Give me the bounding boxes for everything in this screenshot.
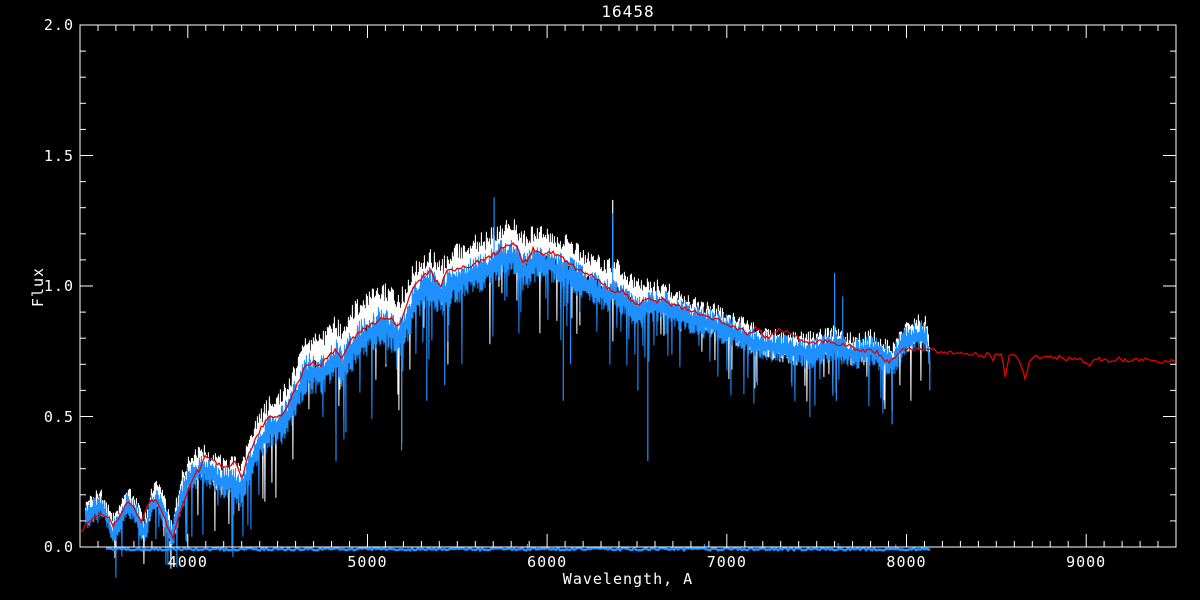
x-tick-label: 4000	[167, 553, 208, 571]
y-tick-label: 2.0	[43, 16, 74, 34]
x-tick-label: 5000	[347, 553, 388, 571]
axes-box	[79, 24, 1177, 548]
x-tick-label: 8000	[886, 553, 927, 571]
x-tick-label: 9000	[1066, 553, 1107, 571]
y-tick-label: 0.0	[43, 538, 74, 556]
chart-title: 16458	[601, 2, 655, 21]
x-tick-label: 7000	[706, 553, 747, 571]
series-observed-spectrum-blue	[84, 197, 931, 578]
y-tick-label: 1.0	[43, 277, 74, 295]
y-tick-label: 0.5	[43, 407, 74, 426]
x-axis-label: Wavelength, A	[562, 570, 694, 588]
x-tick-label: 6000	[527, 553, 568, 571]
series-template-spectrum-red	[80, 241, 1176, 541]
y-tick-label: 1.5	[43, 146, 74, 165]
